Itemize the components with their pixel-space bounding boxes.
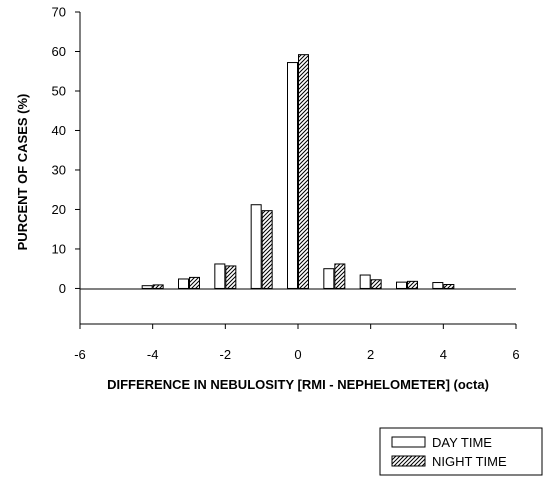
bar-day-time (359, 274, 371, 289)
bar-night-time (443, 284, 455, 289)
bar-night-time (152, 284, 164, 289)
bar-day-time (287, 62, 298, 289)
bar-night-time (370, 279, 382, 289)
x-tick-label: 6 (512, 347, 519, 362)
legend-frame (379, 427, 543, 476)
x-axis-title: DIFFERENCE IN NEBULOSITY [RMI - NEPHELOM… (107, 377, 489, 392)
legend-swatch-night (391, 455, 426, 467)
x-tick-label: -2 (220, 347, 232, 362)
y-tick-label: 0 (59, 281, 66, 296)
x-tick-label: -4 (147, 347, 159, 362)
x-tick-label: -6 (74, 347, 86, 362)
y-tick-label: 60 (52, 44, 66, 59)
x-tick-label: 4 (440, 347, 447, 362)
bar-day-time (214, 263, 226, 289)
legend: DAY TIME NIGHT TIME (379, 427, 543, 476)
y-tick-label: 50 (52, 83, 66, 98)
bar-night-time (298, 54, 309, 289)
bar-night-time (334, 263, 346, 289)
y-axis-ticks: 0 10 20 30 40 50 60 70 (52, 5, 80, 296)
bar-day-time (432, 282, 444, 289)
bar-night-time (189, 276, 200, 289)
y-tick-label: 70 (52, 5, 66, 20)
bar-day-time (396, 281, 407, 289)
bar-night-time (261, 210, 273, 289)
y-tick-label: 10 (52, 241, 66, 256)
y-axis-title: PURCENT OF CASES (%) (15, 94, 30, 251)
x-tick-label: 0 (294, 347, 301, 362)
x-axis-ticks: -6 -4 -2 0 2 4 6 (74, 324, 520, 362)
bar-day-time (178, 278, 189, 289)
bar-night-time (407, 280, 418, 289)
bars-group (141, 54, 455, 289)
legend-label-night: NIGHT TIME (432, 454, 507, 469)
x-tick-label: 2 (367, 347, 374, 362)
legend-label-day: DAY TIME (432, 435, 492, 450)
bar-day-time (250, 204, 262, 289)
bar-night-time (225, 265, 237, 289)
legend-swatch-day (391, 436, 426, 448)
bar-day-time (141, 285, 153, 289)
y-tick-label: 30 (52, 162, 66, 177)
bar-day-time (323, 268, 335, 289)
y-tick-label: 20 (52, 202, 66, 217)
y-tick-label: 40 (52, 123, 66, 138)
